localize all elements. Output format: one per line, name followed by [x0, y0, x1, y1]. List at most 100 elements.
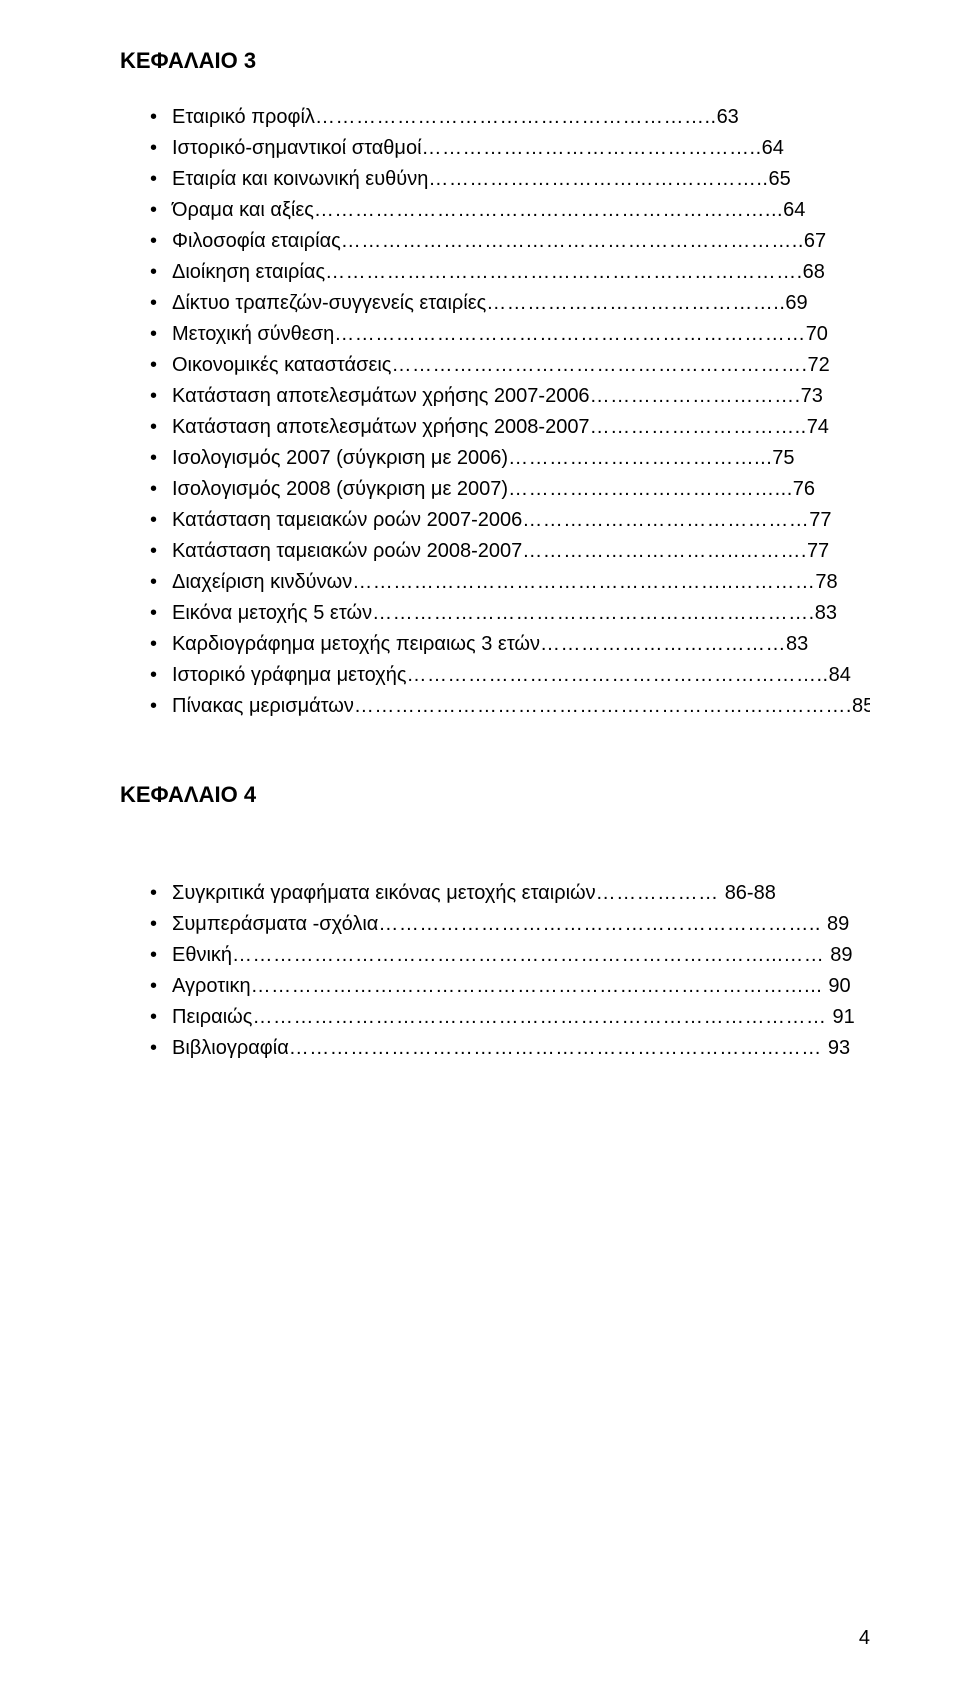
toc-page: 78 — [815, 571, 837, 593]
toc-dots: …………………………..………. — [522, 540, 807, 562]
toc-page: 74 — [807, 416, 829, 438]
toc-dots: ……………………………… — [540, 633, 786, 655]
toc-page: 90 — [828, 975, 850, 997]
toc-item: Φιλοσοφία εταιρίας…………………………………………………………… — [150, 226, 870, 257]
toc-item: Ιστορικό-σημαντικοί σταθμοί…………………………………… — [150, 133, 870, 164]
toc-dots: …………………………. — [590, 385, 801, 407]
toc-item: Συγκριτικά γραφήματα εικόνας μετοχής ετα… — [150, 878, 870, 909]
toc-page: 73 — [801, 385, 823, 407]
chapter-3-title: ΚΕΦΑΛΑΙΟ 3 — [120, 48, 870, 74]
toc-page: 75 — [772, 447, 794, 469]
toc-item: Κατάσταση ταμειακών ροών 2008-2007………………… — [150, 536, 870, 567]
toc-label: Εταιρικό προφίλ — [172, 106, 315, 128]
toc-item: Εταιρία και κοινωνική ευθύνη………………………………… — [150, 164, 870, 195]
toc-chapter-3: Εταιρικό προφίλ…………………………………………………..63 Ι… — [120, 102, 870, 722]
toc-item: Ιστορικό γράφημα μετοχής…………………………………………… — [150, 660, 870, 691]
toc-item: Καρδιογράφημα μετοχής πειραιως 3 ετών………… — [150, 629, 870, 660]
toc-item: Διαχείριση κινδύνων………………………………………………..…… — [150, 567, 870, 598]
toc-item: Όραμα και αξίες…………………………………………………………...… — [150, 195, 870, 226]
toc-label: Δίκτυο τραπεζών-συγγενείς εταιρίες — [172, 292, 486, 314]
toc-item: Κατάσταση ταμειακών ροών 2007-2006………………… — [150, 505, 870, 536]
toc-chapter-4: Συγκριτικά γραφήματα εικόνας μετοχής ετα… — [120, 878, 870, 1064]
toc-label: Κατάσταση αποτελεσμάτων χρήσης 2007-2006 — [172, 385, 590, 407]
toc-page: 77 — [809, 509, 831, 531]
toc-page: 89 — [827, 913, 849, 935]
toc-page: 85 — [852, 695, 870, 717]
toc-label: Διοίκηση εταιρίας — [172, 261, 325, 283]
toc-dots: ……………………………………………………….. — [378, 913, 827, 935]
toc-label: Κατάσταση ταμειακών ροών 2008-2007 — [172, 540, 522, 562]
toc-page: 93 — [828, 1037, 850, 1059]
toc-page: 84 — [829, 664, 851, 686]
toc-page: 89 — [830, 944, 852, 966]
toc-dots: …………………………………………………………... — [314, 199, 783, 221]
chapter-4-title: ΚΕΦΑΛΑΙΟ 4 — [120, 782, 870, 808]
toc-page: 77 — [807, 540, 829, 562]
toc-dots: ………………………….. — [590, 416, 807, 438]
toc-label: Διαχείριση κινδύνων — [172, 571, 352, 593]
toc-dots: ………………………………………………………………………... — [251, 975, 829, 997]
toc-label: Εταιρία και κοινωνική ευθύνη — [172, 168, 428, 190]
toc-item: Αγροτικη………………………………………………………………………... 9… — [150, 971, 870, 1002]
toc-dots: ………………………………………………….. — [315, 106, 717, 128]
toc-page: 83 — [815, 602, 837, 624]
toc-page: 91 — [833, 1006, 855, 1028]
toc-page: 64 — [783, 199, 805, 221]
toc-label: Ισολογισμός 2008 (σύγκριση με 2007) — [172, 478, 508, 500]
toc-dots: ……………………………………………………………. — [325, 261, 803, 283]
toc-item: Δίκτυο τραπεζών-συγγενείς εταιρίες………………… — [150, 288, 870, 319]
toc-item: Εταιρικό προφίλ…………………………………………………..63 — [150, 102, 870, 133]
toc-dots: …………………………………………………………… — [334, 323, 806, 345]
toc-dots: ………………………………………………………………. — [354, 695, 852, 717]
toc-label: Πίνακας μερισμάτων — [172, 695, 354, 717]
toc-dots: ………………………………... — [508, 447, 772, 469]
toc-label: Όραμα και αξίες — [172, 199, 314, 221]
toc-dots: ………………………………………….……………. — [372, 602, 815, 624]
toc-item: Κατάσταση αποτελεσμάτων χρήσης 2008-2007… — [150, 412, 870, 443]
toc-label: Εθνική — [172, 944, 232, 966]
toc-page: 64 — [762, 137, 784, 159]
toc-item: Συμπεράσματα -σχόλια……………………………………………………… — [150, 909, 870, 940]
toc-label: Κατάσταση ταμειακών ροών 2007-2006 — [172, 509, 522, 531]
toc-item: Μετοχική σύνθεση……………………………………………………………7… — [150, 319, 870, 350]
page-number: 4 — [859, 1627, 870, 1650]
toc-label: Ιστορικό γράφημα μετοχής — [172, 664, 406, 686]
toc-dots: ………………………………………………………………………… — [252, 1006, 832, 1028]
toc-page: 65 — [768, 168, 790, 190]
toc-page: 69 — [785, 292, 807, 314]
toc-item: Κατάσταση αποτελεσμάτων χρήσης 2007-2006… — [150, 381, 870, 412]
toc-label: Καρδιογράφημα μετοχής πειραιως 3 ετών — [172, 633, 540, 655]
toc-label: Φιλοσοφία εταιρίας — [172, 230, 341, 252]
toc-label: Μετοχική σύνθεση — [172, 323, 334, 345]
toc-label: Συμπεράσματα -σχόλια — [172, 913, 378, 935]
toc-dots: ………………………………………….. — [428, 168, 768, 190]
toc-dots: ……………………………………………………………………...…… — [232, 944, 830, 966]
toc-label: Πειραιώς — [172, 1006, 252, 1028]
toc-item: Πειραιώς………………………………………………………………………… 91 — [150, 1002, 870, 1033]
toc-page: 72 — [808, 354, 830, 376]
toc-dots: ………………………………………………………….. — [341, 230, 804, 252]
toc-dots: ……………… — [596, 882, 725, 904]
toc-label: Συγκριτικά γραφήματα εικόνας μετοχής ετα… — [172, 882, 596, 904]
toc-page: 86-88 — [725, 882, 776, 904]
toc-page: 68 — [803, 261, 825, 283]
toc-page: 83 — [786, 633, 808, 655]
toc-page: 76 — [793, 478, 815, 500]
toc-dots: …………………………………….. — [486, 292, 785, 314]
toc-label: Οικονομικές καταστάσεις — [172, 354, 391, 376]
toc-dots: …………………………………... — [508, 478, 793, 500]
toc-page: 63 — [717, 106, 739, 128]
toc-dots: ……………………………………………………. — [391, 354, 807, 376]
toc-dots: …………………………………………………….. — [406, 664, 828, 686]
toc-dots: …………………………………………………………………… — [289, 1037, 828, 1059]
toc-page: 70 — [806, 323, 828, 345]
toc-item: Πίνακας μερισμάτων…………………………………………………………… — [150, 691, 870, 722]
toc-item: Εθνική……………………………………………………………………...…… 89 — [150, 940, 870, 971]
document-page: ΚΕΦΑΛΑΙΟ 3 Εταιρικό προφίλ……………………………………… — [0, 0, 960, 1686]
toc-dots: ………………………………………………..………… — [352, 571, 815, 593]
toc-dots: ………………………………………….. — [422, 137, 762, 159]
toc-item: Βιβλιογραφία…………………………………………………………………… 9… — [150, 1033, 870, 1064]
toc-page: 67 — [804, 230, 826, 252]
toc-label: Αγροτικη — [172, 975, 251, 997]
toc-item: Ισολογισμός 2007 (σύγκριση με 2006)……………… — [150, 443, 870, 474]
